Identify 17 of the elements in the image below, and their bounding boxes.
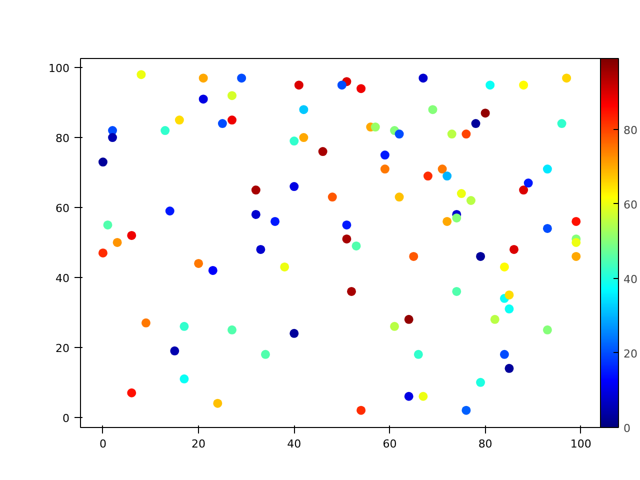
x-tick-label: 100: [570, 438, 592, 450]
x-tick-label: 40: [287, 438, 302, 450]
x-tick-label: 60: [382, 438, 397, 450]
color-bar-label: 20: [624, 347, 638, 360]
y-tick-label: 100: [48, 62, 70, 76]
color-bar-label: 60: [624, 198, 638, 212]
color-bar-label: 80: [624, 124, 638, 137]
y-tick-label: 80: [56, 132, 70, 146]
color-bar-label: 40: [624, 272, 638, 286]
y-tick-label: 40: [56, 272, 70, 285]
x-tick-label: 20: [192, 438, 206, 450]
x-tick-label: 0: [99, 438, 106, 450]
y-tick-label: 60: [56, 202, 70, 215]
y-tick-label: 0: [62, 412, 70, 425]
x-tick-label: 80: [478, 438, 492, 450]
y-tick-label: 20: [56, 342, 70, 355]
color-bar-label: 0: [624, 422, 630, 435]
